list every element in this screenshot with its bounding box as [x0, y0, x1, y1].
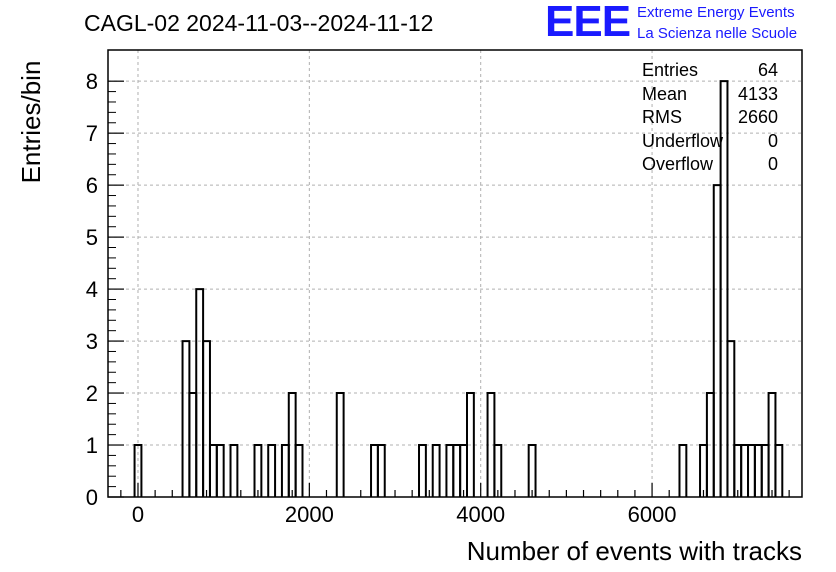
stats-value: 2660	[737, 107, 778, 127]
y-tick-label: 4	[86, 277, 98, 302]
y-tick-label: 2	[86, 381, 98, 406]
histogram-bin	[215, 444, 225, 497]
histogram-bin	[733, 444, 743, 497]
histogram-bin	[376, 444, 386, 497]
chart-title: CAGL-02 2024-11-03--2024-11-12	[84, 10, 434, 36]
histogram-bin	[267, 444, 277, 497]
histogram-bin	[370, 444, 379, 497]
histogram-bin	[678, 444, 688, 497]
histogram-bin	[202, 340, 211, 497]
histogram-bin	[747, 444, 756, 497]
histogram-bin	[181, 340, 191, 497]
x-tick-label: 6000	[628, 502, 677, 527]
histogram-bin	[527, 444, 537, 497]
histogram-bin	[208, 444, 218, 497]
stats-key: Entries	[642, 60, 699, 80]
stats-value: 0	[767, 154, 778, 174]
histogram-bin	[760, 444, 770, 497]
y-tick-label: 5	[86, 225, 98, 250]
plot-frame	[107, 49, 803, 498]
logo-subtitle-1: Extreme Energy Events	[637, 4, 795, 21]
stats-row-rms: RMS 2660	[642, 107, 778, 131]
x-tick-label: 4000	[456, 502, 505, 527]
histogram-bin	[699, 444, 708, 497]
histogram-bin	[294, 444, 304, 497]
stats-value: 0	[767, 130, 778, 151]
histogram-bin	[753, 444, 763, 497]
stats-row-overflow: Overflow 0	[642, 154, 778, 178]
histogram-bin	[229, 444, 239, 497]
histogram-bin	[418, 444, 427, 497]
stats-row-underflow: Underflow 0	[642, 131, 778, 155]
histogram-bin	[740, 444, 750, 497]
histogram-bin	[452, 444, 462, 497]
x-tick-label: 2000	[285, 502, 334, 527]
stats-key: Underflow	[642, 130, 724, 151]
histogram-bin	[493, 444, 503, 497]
y-tick-label: 1	[86, 433, 98, 458]
histogram-bin	[465, 392, 475, 497]
histogram-bin	[253, 444, 263, 497]
stats-key: Mean	[642, 83, 688, 104]
y-tick-label: 3	[86, 329, 98, 354]
histogram-bin	[280, 444, 290, 497]
stats-box: Entries 64 Mean 4133 RMS 2660 Underflow …	[642, 60, 778, 178]
y-tick-label: 0	[86, 485, 98, 510]
histogram-bin	[133, 444, 143, 497]
y-tick-label: 8	[86, 69, 98, 94]
stats-key: RMS	[642, 107, 682, 127]
histogram-bin	[445, 444, 455, 497]
histogram-bin	[719, 80, 729, 497]
stats-row-entries: Entries 64	[642, 60, 778, 84]
histogram-bin	[726, 340, 736, 497]
stats-key: Overflow	[642, 154, 714, 174]
histogram-bin	[459, 444, 468, 497]
stats-value: 64	[757, 60, 778, 80]
y-tick-label: 7	[86, 121, 98, 146]
stats-value: 4133	[737, 83, 778, 104]
histogram-bin	[774, 444, 784, 497]
eee-logo: EEE	[545, 0, 631, 46]
histogram-bin	[431, 444, 441, 497]
stats-row-mean: Mean 4133	[642, 84, 778, 108]
y-tick-label: 6	[86, 173, 98, 198]
logo-subtitle-2: La Scienza nelle Scuole	[637, 25, 798, 42]
histogram-bin	[335, 392, 345, 497]
x-tick-label: 0	[132, 502, 144, 527]
x-axis-label: Number of events with tracks	[466, 536, 802, 566]
